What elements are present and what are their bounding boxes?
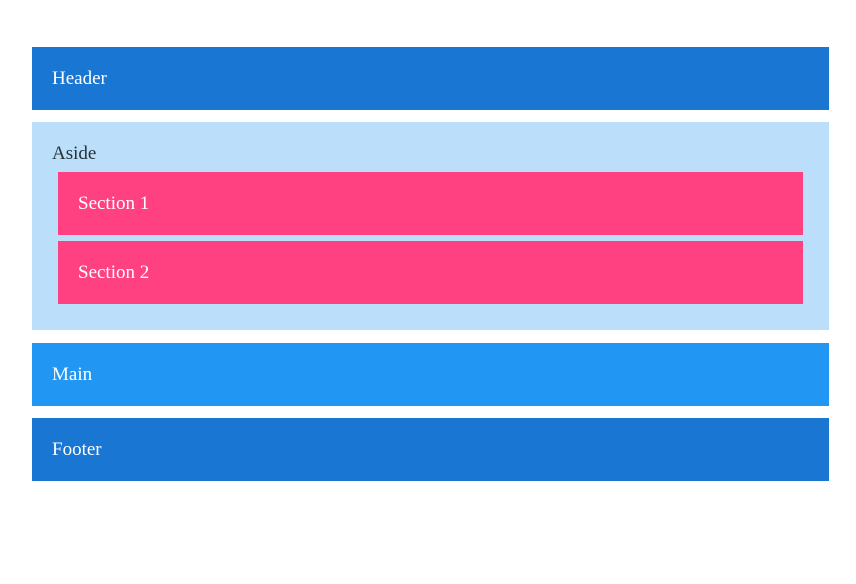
section-1-label: Section 1: [78, 193, 150, 214]
aside-label: Aside: [52, 143, 97, 164]
header-label: Header: [52, 68, 107, 89]
section-1: Section 1: [58, 172, 803, 235]
footer-label: Footer: [52, 439, 102, 460]
header: Header: [32, 47, 829, 110]
section-2-label: Section 2: [78, 262, 150, 283]
main-label: Main: [52, 364, 93, 385]
main: Main: [32, 343, 829, 406]
aside: Aside Section 1 Section 2: [32, 122, 829, 330]
footer: Footer: [32, 418, 829, 481]
section-2: Section 2: [58, 241, 803, 304]
